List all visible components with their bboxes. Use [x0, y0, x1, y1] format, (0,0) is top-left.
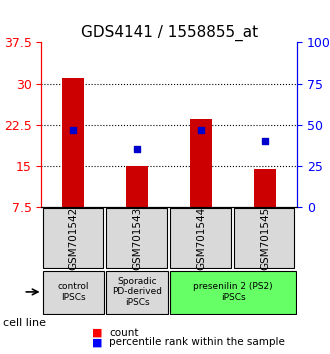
Text: cell line: cell line: [3, 318, 46, 328]
Title: GDS4141 / 1558855_at: GDS4141 / 1558855_at: [81, 25, 258, 41]
Bar: [62, 78, 84, 207]
Text: presenilin 2 (PS2)
iPSCs: presenilin 2 (PS2) iPSCs: [193, 282, 273, 302]
Text: percentile rank within the sample: percentile rank within the sample: [109, 337, 285, 347]
Text: GSM701545: GSM701545: [260, 206, 270, 269]
FancyBboxPatch shape: [234, 208, 294, 268]
Text: GSM701543: GSM701543: [132, 206, 142, 269]
Text: GSM701544: GSM701544: [196, 206, 206, 269]
Text: control
IPSCs: control IPSCs: [57, 282, 89, 302]
FancyBboxPatch shape: [43, 208, 103, 268]
FancyBboxPatch shape: [107, 208, 167, 268]
FancyBboxPatch shape: [107, 270, 168, 314]
Text: ■: ■: [92, 328, 103, 338]
FancyBboxPatch shape: [170, 208, 230, 268]
Text: Sporadic
PD-derived
iPSCs: Sporadic PD-derived iPSCs: [112, 277, 162, 307]
Bar: [254, 169, 276, 207]
Text: GSM701542: GSM701542: [68, 206, 78, 269]
Text: ■: ■: [92, 337, 103, 347]
Bar: [126, 166, 148, 207]
Bar: [190, 119, 212, 207]
FancyBboxPatch shape: [43, 270, 104, 314]
FancyBboxPatch shape: [170, 270, 296, 314]
Text: count: count: [109, 328, 138, 338]
